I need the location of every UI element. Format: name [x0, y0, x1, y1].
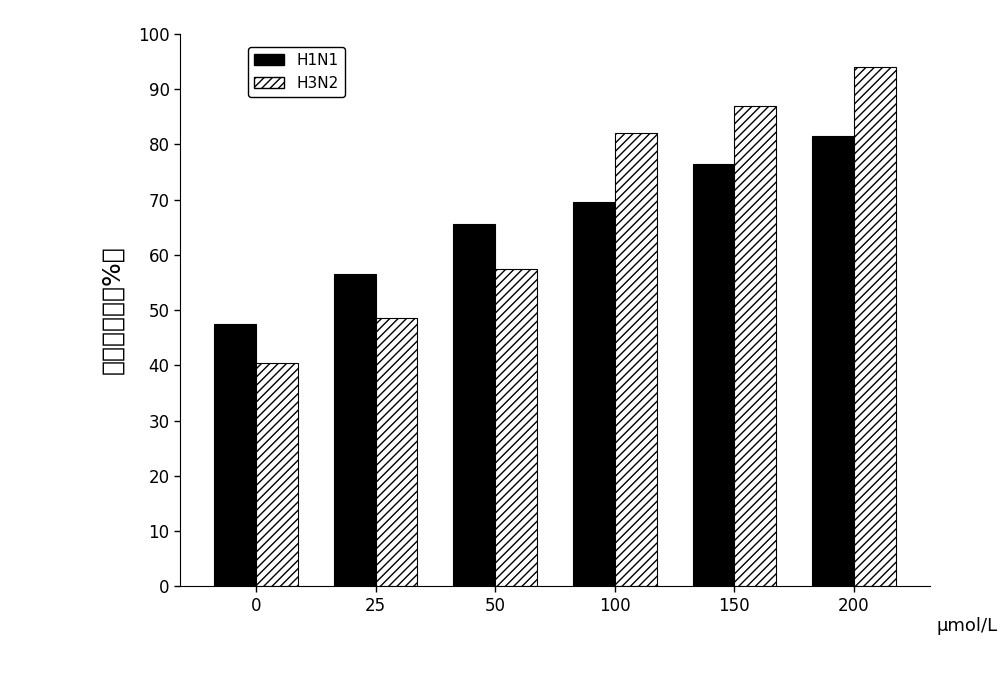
X-axis label: μmol/L: μmol/L [937, 617, 998, 635]
Bar [812, 136, 854, 586]
Bar [214, 324, 256, 586]
Bar [376, 318, 417, 586]
Bar [256, 363, 298, 586]
Bar [573, 202, 615, 586]
Bar [453, 224, 495, 586]
Bar [495, 268, 537, 586]
Y-axis label: 细胞存活率（%）: 细胞存活率（%） [100, 245, 124, 375]
Bar [615, 133, 657, 586]
Bar [734, 106, 776, 586]
Bar [693, 164, 734, 586]
Legend: H1N1, H3N2: H1N1, H3N2 [248, 47, 345, 97]
Bar [334, 274, 376, 586]
Bar [854, 67, 896, 586]
